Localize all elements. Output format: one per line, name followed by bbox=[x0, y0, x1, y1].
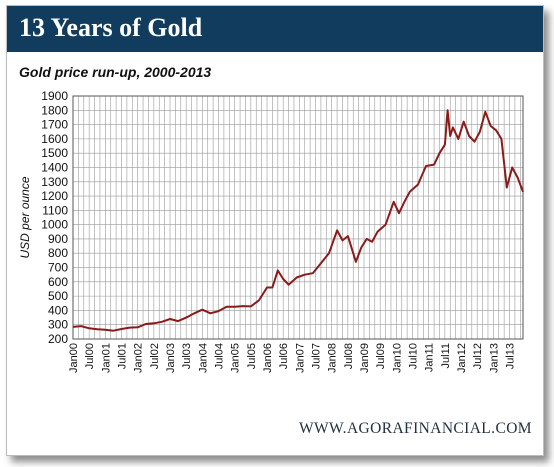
x-tick-label: Jan02 bbox=[133, 343, 145, 373]
plot-area bbox=[73, 96, 523, 339]
x-tick-label: Jul04 bbox=[214, 343, 226, 369]
x-tick-label: Jan08 bbox=[327, 343, 339, 373]
x-tick-label: Jan10 bbox=[391, 343, 403, 373]
chart-frame: 13 Years of Gold Gold price run-up, 2000… bbox=[6, 5, 544, 456]
x-tick-label: Jul08 bbox=[343, 343, 355, 369]
chart-subtitle: Gold price run-up, 2000-2013 bbox=[19, 64, 212, 80]
chart-title: 13 Years of Gold bbox=[19, 13, 203, 42]
x-tick-label: Jul12 bbox=[472, 343, 484, 369]
y-tick-label: 500 bbox=[48, 289, 68, 303]
y-tick-label: 1900 bbox=[41, 89, 68, 103]
x-tick-label: Jul01 bbox=[117, 343, 129, 369]
plot-border bbox=[72, 95, 524, 340]
x-tick-label: Jul13 bbox=[505, 343, 517, 369]
x-tick-label: Jan01 bbox=[100, 343, 112, 373]
x-tick-label: Jul00 bbox=[84, 343, 96, 369]
line-chart: 2003004005006007008009001000110012001300… bbox=[18, 89, 524, 373]
y-tick-label: 1200 bbox=[41, 189, 68, 203]
y-tick-label: 400 bbox=[48, 303, 68, 317]
y-tick-label: 1600 bbox=[41, 132, 68, 146]
gold-price-line bbox=[72, 109, 524, 332]
y-tick-label: 1800 bbox=[41, 103, 68, 117]
y-tick-label: 1300 bbox=[41, 175, 68, 189]
y-tick-label: 900 bbox=[48, 232, 68, 246]
y-tick-label: 700 bbox=[48, 261, 68, 275]
x-tick-label: Jul09 bbox=[375, 343, 387, 369]
y-tick-label: 300 bbox=[48, 318, 68, 332]
y-tick-label: 1700 bbox=[41, 118, 68, 132]
x-tick-label: Jan03 bbox=[165, 343, 177, 373]
y-tick-label: 1400 bbox=[41, 160, 68, 174]
y-tick-label: 1100 bbox=[42, 203, 68, 217]
y-tick-label: 1000 bbox=[41, 218, 68, 232]
x-tick-label: Jan07 bbox=[294, 343, 306, 373]
x-tick-label: Jul11 bbox=[440, 343, 452, 368]
x-tick-label: Jan09 bbox=[359, 343, 371, 373]
x-tick-label: Jan06 bbox=[262, 343, 274, 373]
title-bar: 13 Years of Gold bbox=[7, 6, 543, 52]
y-tick-label: 200 bbox=[48, 332, 68, 346]
y-tick-label: 1500 bbox=[41, 146, 68, 160]
y-axis-label: USD per ounce bbox=[18, 176, 32, 258]
y-tick-label: 800 bbox=[48, 246, 68, 260]
x-tick-label: Jan12 bbox=[456, 343, 468, 373]
x-tick-label: Jul05 bbox=[246, 343, 258, 369]
x-tick-label: Jan05 bbox=[230, 343, 242, 373]
x-tick-label: Jul03 bbox=[181, 343, 193, 369]
x-tick-label: Jan13 bbox=[488, 343, 500, 373]
y-tick-label: 600 bbox=[48, 275, 68, 289]
x-tick-label: Jul07 bbox=[311, 343, 323, 369]
source-label: WWW.AGORAFINANCIAL.COM bbox=[299, 420, 532, 437]
x-tick-label: Jul06 bbox=[278, 343, 290, 369]
x-tick-label: Jan04 bbox=[197, 343, 209, 373]
x-tick-label: Jul10 bbox=[408, 343, 420, 369]
x-tick-label: Jul02 bbox=[149, 343, 161, 369]
x-tick-label: Jan00 bbox=[68, 343, 80, 373]
x-tick-label: Jan11 bbox=[424, 343, 436, 372]
